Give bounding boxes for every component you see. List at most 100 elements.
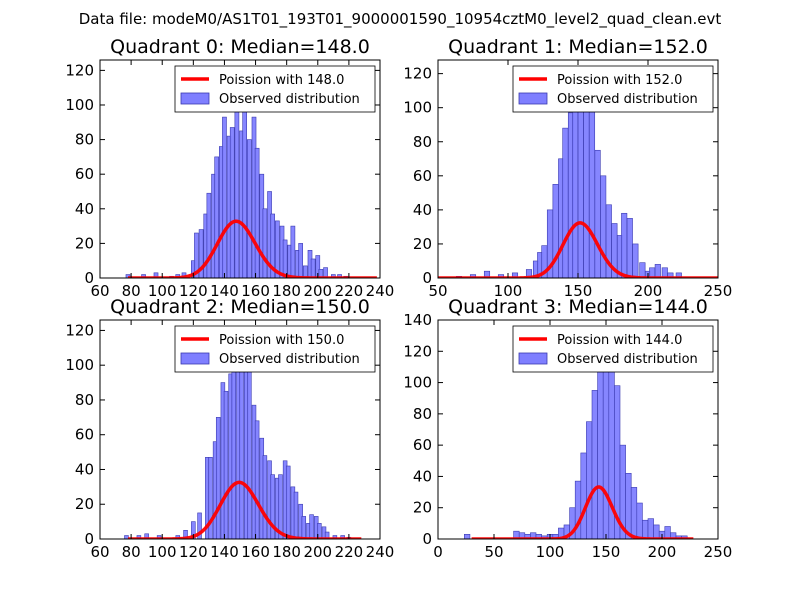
- panel-title: Quadrant 3: Median=144.0: [448, 296, 708, 318]
- histogram-bar: [278, 474, 283, 539]
- histogram-bar: [242, 99, 247, 278]
- y-tick-label: 100: [403, 99, 432, 117]
- x-tick-label: 240: [366, 543, 395, 561]
- histogram-bar: [301, 516, 307, 539]
- histogram-bar: [254, 147, 260, 278]
- histogram-bar: [214, 156, 219, 278]
- histogram-bar: [572, 107, 579, 278]
- y-tick-label: 0: [422, 530, 432, 548]
- legend: Poission with 152.0 Observed distribution: [512, 65, 714, 113]
- chart-panel-0: 60 80 100 120 140 160 180 200 220 240020406080100…: [65, 36, 394, 300]
- y-tick-label: 60: [413, 167, 432, 185]
- x-tick-label: 100: [536, 543, 565, 561]
- y-tick-label: 100: [65, 96, 94, 114]
- x-tick-label: 200: [634, 282, 663, 300]
- x-tick-label: 60: [90, 543, 109, 561]
- panel-title: Quadrant 0: Median=148.0: [110, 36, 370, 58]
- legend-label-observed: Observed distribution: [557, 352, 698, 367]
- y-tick-label: 100: [65, 356, 94, 374]
- histogram-bar: [664, 526, 671, 539]
- x-tick-label: 180: [272, 543, 301, 561]
- x-tick-label: 160: [241, 282, 270, 300]
- x-tick-label: 60: [90, 282, 109, 300]
- y-tick-label: 100: [403, 374, 432, 392]
- y-tick-label: 80: [413, 405, 432, 423]
- histogram-bar: [653, 524, 660, 539]
- y-tick-label: 40: [75, 200, 94, 218]
- histogram-bar: [206, 192, 212, 278]
- x-tick-label: 180: [272, 282, 301, 300]
- y-tick-label: 20: [75, 234, 94, 252]
- legend-label-poisson: Poission with 148.0: [219, 73, 344, 88]
- histogram-bar: [594, 149, 601, 278]
- y-tick-label: 40: [75, 460, 94, 478]
- histogram-bar: [239, 352, 244, 539]
- histogram-bar: [483, 270, 491, 278]
- histogram-bar: [208, 457, 213, 539]
- histogram-bar: [591, 390, 598, 539]
- histogram-bar: [636, 502, 643, 539]
- histogram-bar: [597, 366, 604, 539]
- x-tick-label: 80: [122, 543, 141, 561]
- y-tick-label: 80: [413, 133, 432, 151]
- y-tick-label: 0: [422, 269, 432, 287]
- histogram-bar: [197, 512, 202, 539]
- plot-frame: [99, 59, 381, 279]
- legend-label-poisson: Poission with 150.0: [219, 333, 344, 348]
- x-tick-label: 120: [179, 543, 208, 561]
- x-tick-label: 140: [210, 282, 239, 300]
- histogram-bar: [234, 97, 240, 278]
- x-tick-label: 150: [564, 282, 593, 300]
- x-tick-label: 240: [366, 282, 395, 300]
- histogram-bar: [198, 229, 204, 278]
- y-tick-label: 40: [413, 467, 432, 485]
- histogram-bar: [223, 390, 229, 539]
- figure-suptitle: Data file: modeM0/AS1T01_193T01_90000015…: [79, 10, 722, 29]
- histogram-bar: [323, 267, 328, 278]
- y-tick-label: 80: [75, 131, 94, 149]
- histogram-bar: [270, 213, 275, 278]
- histogram-bar: [600, 175, 607, 278]
- histogram-bar: [632, 243, 639, 278]
- legend-label-observed: Observed distribution: [557, 92, 698, 107]
- x-tick-label: 150: [592, 543, 621, 561]
- plot-frame: [437, 319, 719, 540]
- legend: Poission with 148.0 Observed distribution: [174, 65, 376, 113]
- y-tick-label: 120: [403, 65, 432, 83]
- x-tick-label: 0: [433, 543, 443, 561]
- histogram-bar: [298, 243, 303, 278]
- histogram-bar: [310, 258, 316, 278]
- histogram-bar: [309, 514, 314, 539]
- histogram-bar: [621, 212, 628, 278]
- panel-title: Quadrant 1: Median=152.0: [448, 36, 708, 58]
- legend: Poission with 144.0 Observed distribution: [512, 325, 714, 373]
- legend-label-observed: Observed distribution: [219, 92, 360, 107]
- histogram-bar: [586, 421, 593, 539]
- x-tick-label: 250: [704, 543, 733, 561]
- x-tick-label: 100: [148, 282, 177, 300]
- histogram-bar: [675, 272, 682, 278]
- legend-bar-swatch: [180, 92, 210, 105]
- y-tick-label: 120: [65, 61, 94, 79]
- histogram-bar: [254, 420, 260, 539]
- histogram-bar: [511, 272, 519, 278]
- histogram-bar: [282, 239, 288, 278]
- histogram-bar: [262, 208, 268, 278]
- y-tick-label: 20: [413, 235, 432, 253]
- histogram-bar: [229, 127, 235, 278]
- legend-label-poisson: Poission with 144.0: [557, 333, 682, 348]
- legend-label-poisson: Poission with 152.0: [557, 73, 682, 88]
- histogram-bars: [125, 97, 349, 278]
- legend-label-observed: Observed distribution: [219, 352, 360, 367]
- chart-panel-1: 50 100 150 200 250 0 20 40 60 80 100 120 Quadrant 1:…: [403, 36, 732, 300]
- histogram-bar: [285, 465, 291, 539]
- histogram-bars: [124, 347, 352, 539]
- histogram-bar: [642, 519, 649, 539]
- panel-title: Quadrant 2: Median=150.0: [110, 296, 370, 318]
- histogram-bar: [626, 218, 633, 278]
- histogram-bar: [667, 272, 674, 278]
- x-tick-label: 80: [122, 282, 141, 300]
- chart-panel-3: 0 50 100 150 200 250 0 20 40 60 80 100 120 140 Quadran…: [403, 296, 732, 561]
- y-tick-label: 80: [75, 391, 94, 409]
